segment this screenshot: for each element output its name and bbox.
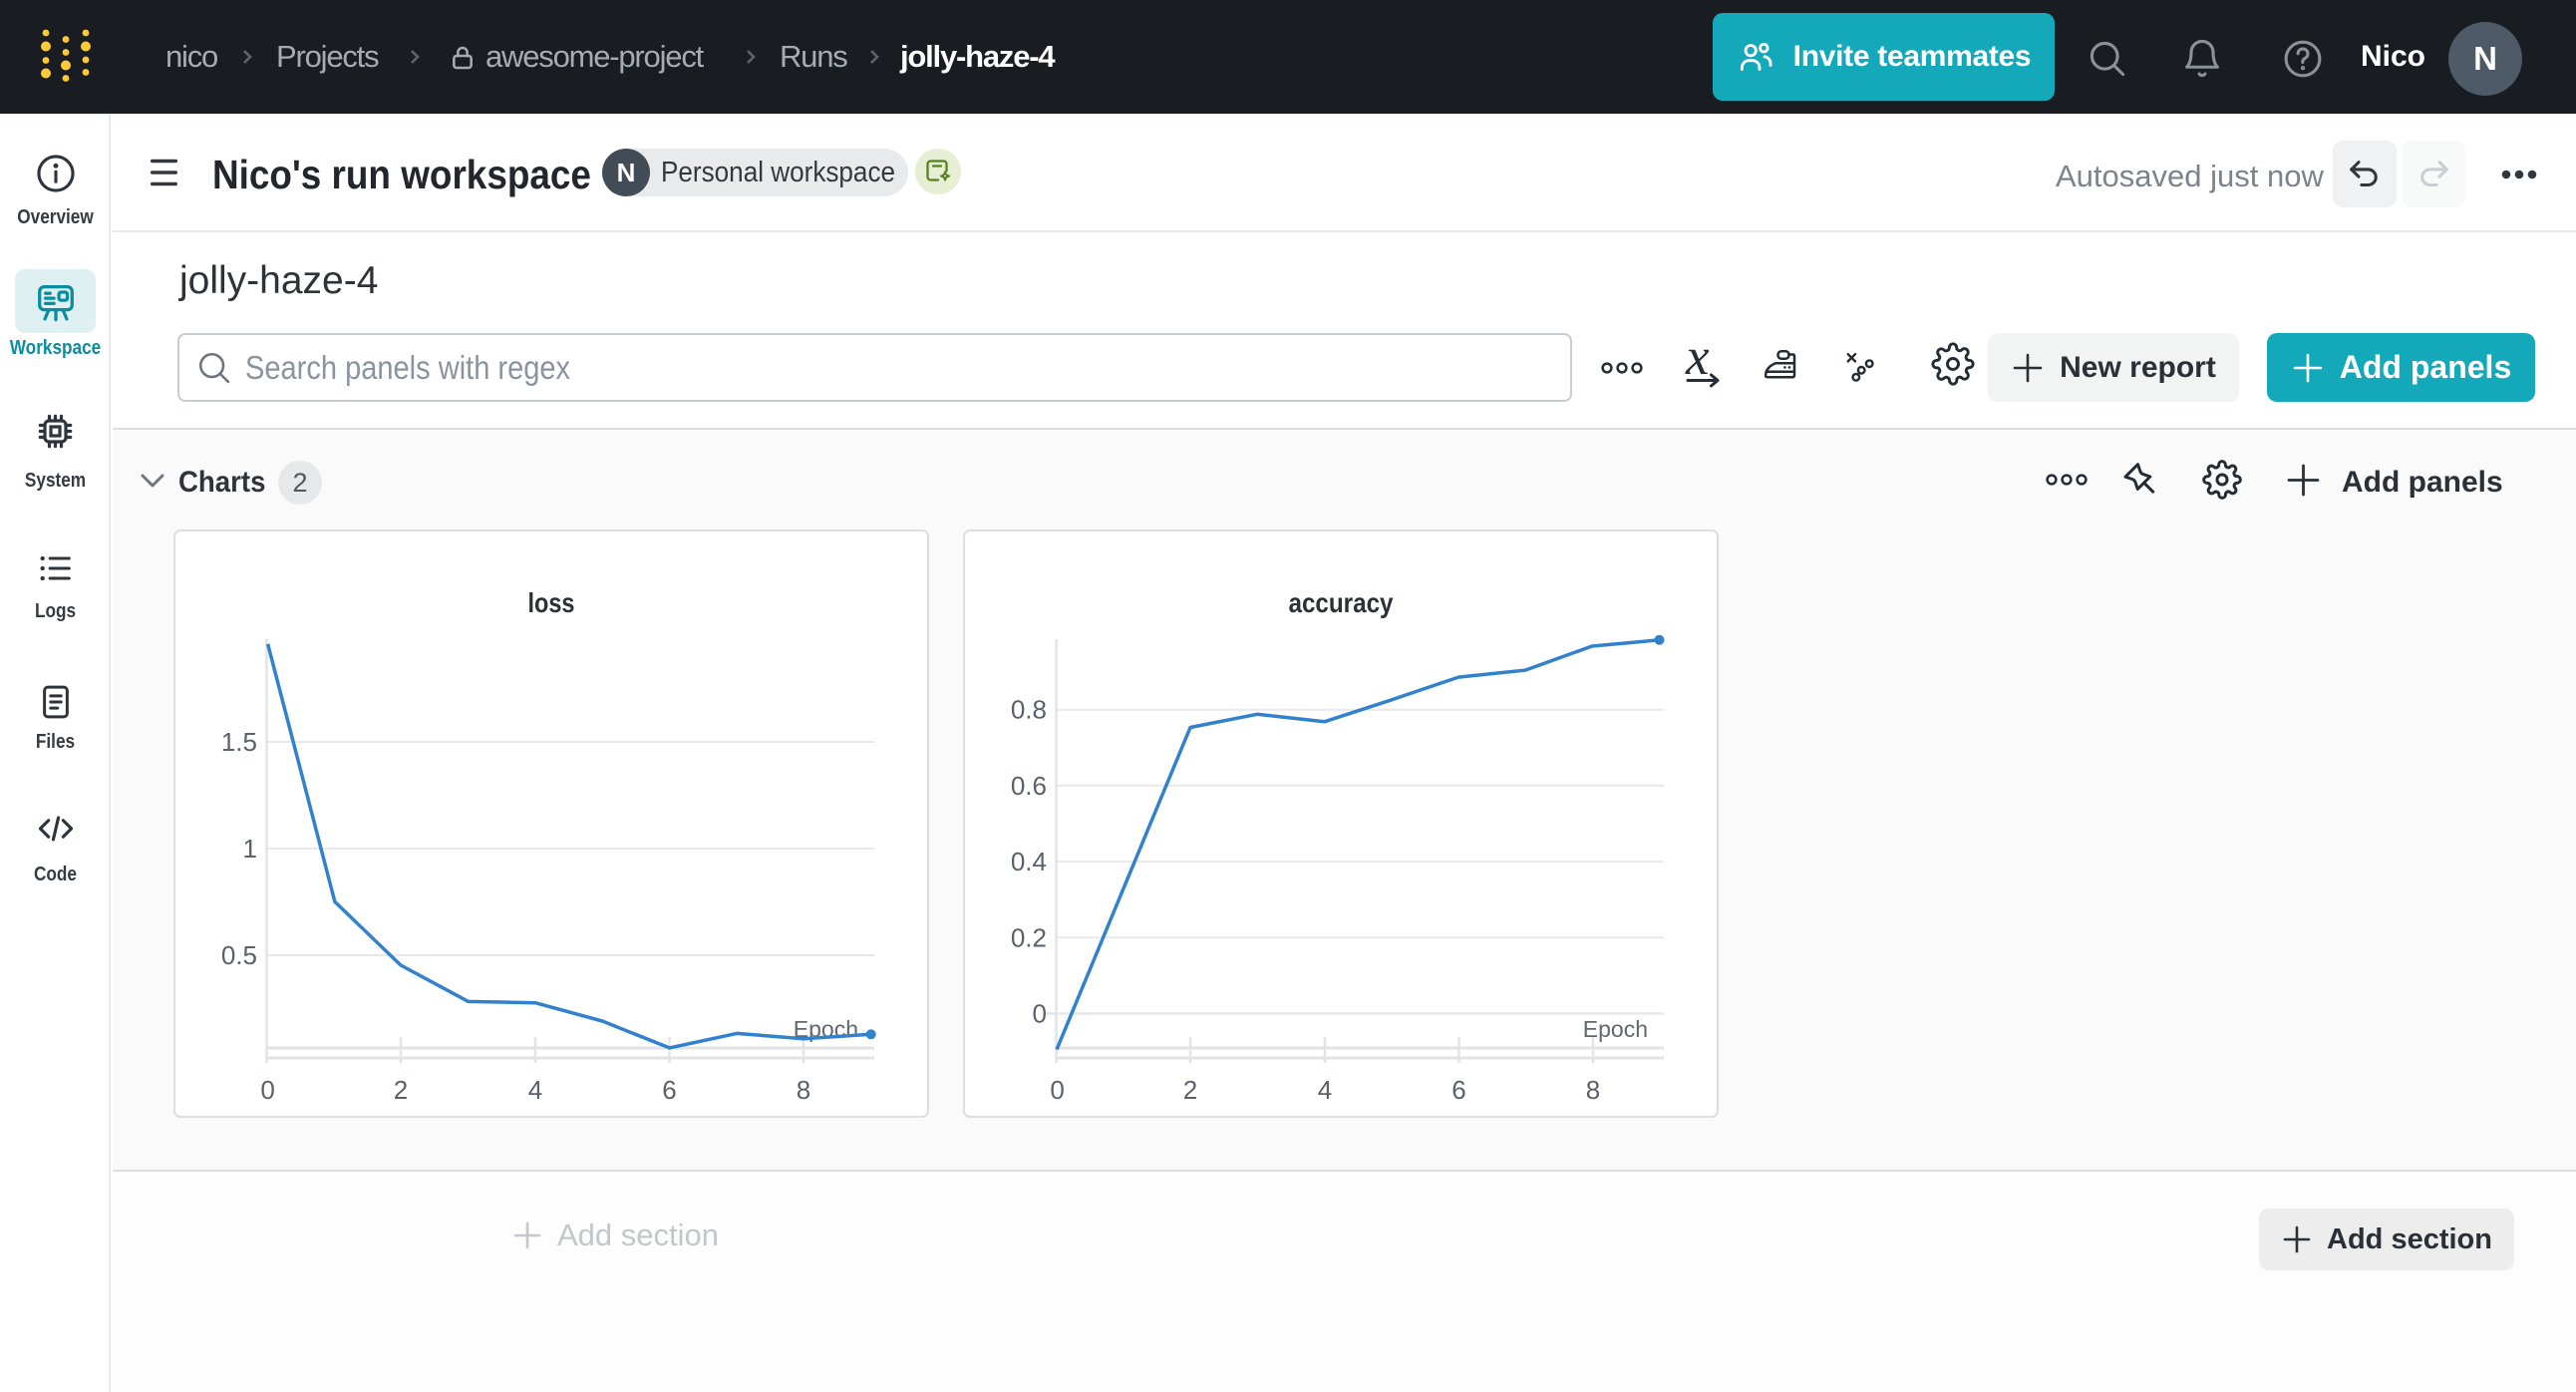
- svg-text:0.2: 0.2: [1011, 922, 1047, 952]
- svg-text:8: 8: [1586, 1075, 1600, 1105]
- svg-text:0.5: 0.5: [221, 940, 257, 970]
- svg-text:6: 6: [662, 1075, 676, 1105]
- svg-text:8: 8: [797, 1075, 810, 1105]
- svg-text:4: 4: [1318, 1075, 1332, 1105]
- svg-text:0: 0: [1050, 1075, 1064, 1105]
- svg-text:1.5: 1.5: [221, 727, 257, 757]
- svg-text:loss: loss: [528, 587, 575, 618]
- svg-text:Epoch: Epoch: [1583, 1016, 1648, 1042]
- svg-text:0.8: 0.8: [1011, 695, 1047, 725]
- svg-text:6: 6: [1451, 1075, 1465, 1105]
- svg-text:4: 4: [528, 1075, 542, 1105]
- svg-text:2: 2: [1183, 1075, 1197, 1105]
- svg-text:2: 2: [394, 1075, 408, 1105]
- svg-text:0.6: 0.6: [1011, 771, 1047, 801]
- svg-text:1: 1: [243, 834, 257, 864]
- svg-text:0.4: 0.4: [1011, 847, 1047, 876]
- svg-text:0: 0: [1033, 999, 1047, 1029]
- svg-text:accuracy: accuracy: [1289, 587, 1394, 618]
- svg-text:0: 0: [260, 1075, 274, 1105]
